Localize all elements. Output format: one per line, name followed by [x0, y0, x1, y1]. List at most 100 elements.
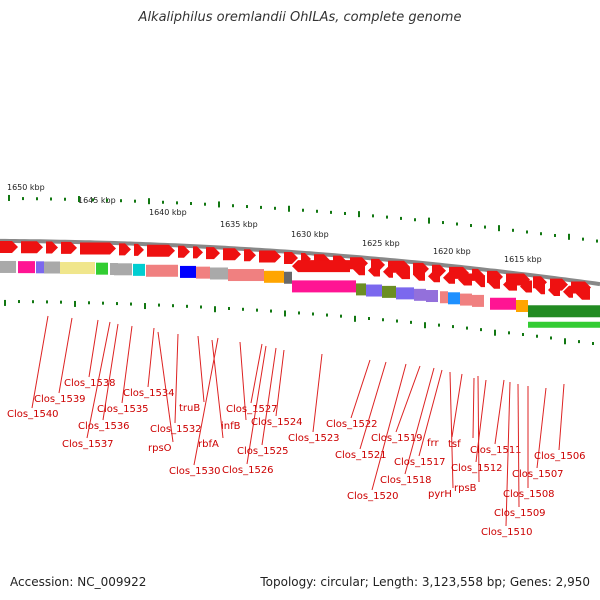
gene-label: Clos_1521	[335, 450, 387, 461]
inner-tick	[592, 342, 594, 346]
leader-line	[505, 381, 511, 527]
cog-block	[366, 284, 382, 297]
gene-label: Clos_1511	[470, 445, 522, 456]
reverse-gene-arrow	[428, 270, 440, 283]
scale-tick	[386, 215, 388, 219]
scale-tick	[134, 199, 136, 203]
scale-tick	[596, 239, 598, 243]
reverse-gene-arrow	[368, 264, 380, 277]
reverse-gene-arrow	[576, 287, 590, 300]
leader-line	[494, 379, 505, 445]
inner-tick	[424, 322, 426, 329]
gene-label: Clos_1512	[451, 463, 503, 474]
inner-tick	[452, 325, 454, 329]
cog-block	[382, 285, 396, 298]
gene-label: Clos_1534	[123, 388, 175, 399]
forward-gene-arrow	[147, 244, 175, 257]
cog-block	[426, 290, 438, 303]
inner-tick	[60, 300, 62, 304]
forward-gene-arrow	[193, 246, 203, 259]
inner-tick	[284, 310, 286, 317]
inner-tick	[354, 315, 356, 322]
inner-tick	[396, 319, 398, 323]
leader-line	[197, 335, 205, 403]
cog-block	[396, 287, 414, 300]
scale-tick	[120, 199, 122, 203]
inner-tick	[578, 340, 580, 344]
cog-block	[528, 305, 600, 318]
gene-label: tsf	[448, 439, 461, 450]
inner-tick	[228, 306, 230, 310]
scale-tick	[204, 202, 206, 206]
forward-gene-arrow	[21, 241, 43, 254]
inner-tick	[158, 303, 160, 307]
gene-label: Clos_1523	[288, 433, 340, 444]
leader-line	[312, 353, 323, 433]
gene-label: Clos_1507	[512, 469, 564, 480]
scale-tick	[176, 201, 178, 205]
leader-line	[88, 319, 99, 378]
gene-label: Clos_1532	[150, 424, 202, 435]
leader-line	[58, 317, 73, 394]
cog-track-outer	[0, 260, 292, 284]
scale-tick-label: 1640 kbp	[149, 208, 187, 217]
tick-marks	[4, 194, 598, 346]
scale-tick	[288, 205, 290, 212]
inner-tick	[508, 331, 510, 335]
reverse-gene-arrow	[413, 268, 425, 281]
scale-tick	[218, 201, 220, 208]
scale-tick	[64, 197, 66, 201]
forward-gene-arrow	[46, 241, 58, 254]
forward-gene-arrow	[223, 248, 241, 261]
inner-tick	[214, 306, 216, 313]
scale-tick	[92, 198, 94, 202]
forward-gene-arrow	[61, 241, 77, 254]
cog-block	[292, 280, 356, 293]
inner-tick	[550, 336, 552, 340]
leader-line	[404, 367, 435, 475]
scale-tick	[428, 217, 430, 224]
scale-layer: 1650 kbp 1645 kbp 1640 kbp 1635 kbp 1630 kbp…	[7, 183, 542, 264]
gene-labels: Clos_1540 Clos_1539 Clos_1538 Clos_1537 Clos…	[7, 315, 586, 538]
scale-tick	[442, 221, 444, 225]
cog-block	[264, 270, 284, 283]
forward-gene-arrow	[244, 249, 256, 262]
reverse-gene-arrow	[443, 271, 455, 284]
inner-tick	[200, 305, 202, 309]
cog-block	[180, 265, 196, 278]
leader-line	[86, 321, 111, 439]
leader-line	[102, 323, 119, 421]
leader-line	[472, 377, 475, 439]
inner-tick	[116, 302, 118, 306]
gene-label: Clos_1539	[34, 394, 86, 405]
gene-label: Clos_1525	[237, 446, 289, 457]
cog-block	[60, 262, 95, 275]
scale-tick	[78, 196, 80, 203]
gene-label: truB	[179, 403, 200, 414]
inner-tick	[18, 300, 20, 304]
cog-block	[133, 263, 145, 276]
scale-tick	[414, 218, 416, 222]
scale-tick	[498, 225, 500, 232]
inner-tick	[312, 312, 314, 316]
inner-tick	[46, 300, 48, 304]
cog-block	[44, 261, 60, 274]
reverse-gene-arrow	[488, 276, 500, 289]
cog-block	[210, 267, 228, 280]
inner-tick	[494, 329, 496, 336]
scale-tick	[358, 211, 360, 218]
scale-tick	[344, 211, 346, 215]
gene-label: Clos_1517	[394, 457, 446, 468]
map-title: Alkaliphilus oremlandii OhILAs, complete…	[138, 10, 462, 25]
scale-tick	[470, 224, 472, 228]
scale-tick	[50, 197, 52, 201]
gene-label: Clos_1520	[347, 491, 399, 502]
gene-label: Clos_1524	[251, 417, 303, 428]
inner-tick	[438, 323, 440, 327]
leader-line	[246, 345, 267, 465]
forward-gene-arrow	[80, 242, 116, 255]
inner-tick	[410, 320, 412, 324]
reverse-gene-arrow	[503, 278, 517, 291]
scale-tick	[232, 204, 234, 208]
